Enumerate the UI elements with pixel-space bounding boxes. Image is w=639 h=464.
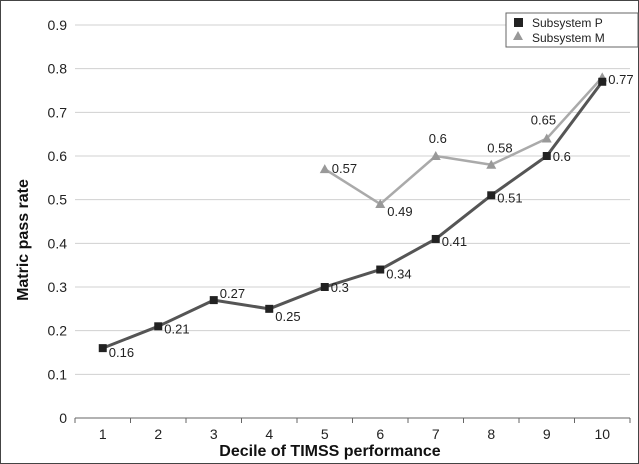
y-tick-label: 0.7	[48, 104, 68, 120]
series-p-data-label: 0.25	[275, 309, 300, 324]
x-tick-label: 5	[321, 426, 329, 442]
series-p-point	[210, 296, 218, 304]
series-m-data-label: 0.49	[387, 204, 412, 219]
series-p-point	[543, 152, 551, 160]
y-tick-label: 0.2	[48, 323, 68, 339]
x-tick-label: 1	[99, 426, 107, 442]
legend-square-marker	[514, 18, 523, 27]
series-p-data-label: 0.21	[164, 321, 189, 336]
series-p-point	[265, 305, 273, 313]
series-p-data-label: 0.16	[109, 345, 134, 360]
series-p-data-label: 0.41	[442, 234, 467, 249]
series-p-data-label: 0.6	[553, 149, 571, 164]
series-p-data-label: 0.34	[386, 267, 411, 282]
series-p-point	[432, 235, 440, 243]
y-tick-label: 0.3	[48, 279, 68, 295]
y-tick-label: 0	[59, 410, 67, 426]
series-m-data-label: 0.6	[429, 131, 447, 146]
series-p-point	[598, 78, 606, 86]
x-tick-label: 3	[210, 426, 218, 442]
series-p-point	[376, 266, 384, 274]
x-tick-label: 6	[376, 426, 384, 442]
series-p-data-label: 0.3	[331, 280, 349, 295]
series-p-data-label: 0.77	[608, 72, 633, 87]
series-p-point	[487, 191, 495, 199]
series-p-point	[99, 344, 107, 352]
x-axis-title: Decile of TIMSS performance	[219, 443, 440, 460]
series-p-point	[321, 283, 329, 291]
series-m-data-label: 0.58	[487, 141, 512, 156]
y-tick-label: 0.8	[48, 61, 68, 77]
x-tick-label: 9	[543, 426, 551, 442]
x-tick-label: 10	[594, 426, 610, 442]
y-tick-label: 0.1	[48, 366, 68, 382]
series-m-data-label: 0.57	[332, 161, 357, 176]
y-tick-label: 0.4	[48, 235, 68, 251]
series-m-data-label: 0.65	[531, 113, 556, 128]
legend: Subsystem P Subsystem M	[506, 13, 638, 47]
x-tick-label: 2	[154, 426, 162, 442]
x-tick-label: 4	[265, 426, 273, 442]
series-p-data-label: 0.27	[220, 286, 245, 301]
series-p-data-label: 0.51	[497, 190, 522, 205]
series-p-point	[154, 322, 162, 330]
y-tick-label: 0.5	[48, 192, 68, 208]
x-tick-label: 8	[487, 426, 495, 442]
y-tick-label: 0.6	[48, 148, 68, 164]
x-tick-label: 7	[432, 426, 440, 442]
legend-label-m: Subsystem M	[532, 31, 605, 45]
y-axis-title: Matric pass rate	[15, 179, 32, 301]
y-tick-label: 0.9	[48, 17, 68, 33]
legend-label-p: Subsystem P	[532, 16, 603, 30]
